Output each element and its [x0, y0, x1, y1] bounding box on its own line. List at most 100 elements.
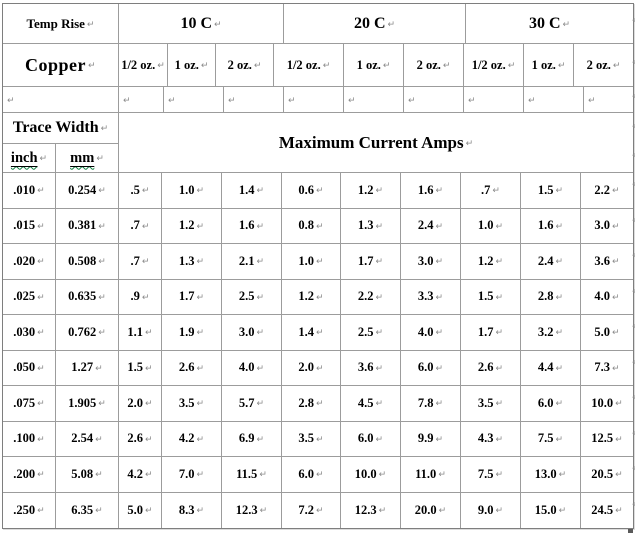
paragraph-mark-icon: ↵ — [588, 95, 596, 106]
empty-spacer-row: ↵ ↵ ↵ ↵ ↵ ↵ ↵ ↵ ↵ ↵ — [3, 87, 633, 113]
paragraph-mark-icon: ↵ — [98, 292, 106, 303]
cell-value: 12.3 — [354, 502, 377, 517]
cell-value: 1.2 — [357, 182, 374, 197]
paragraph-mark-icon: ↵ — [316, 328, 324, 339]
table-row: .025 ↵ 0.635 ↵ .9 ↵ 1.7 ↵ 2.5 ↵ 1.2 ↵ 2.2 ↵ 3.3 ↵ 1.5 ↵ 2.… — [3, 279, 633, 315]
trace-width-mm-cell: 0.635 ↵ — [56, 279, 119, 315]
trace-width-inch-cell: .100 ↵ — [3, 421, 56, 457]
current-value-cell: 3.2 ↵ — [521, 315, 581, 351]
cell-value: 5.0 — [127, 502, 144, 517]
paragraph-mark-icon: ↵ — [495, 470, 504, 481]
cell-value: 1.3 — [178, 253, 195, 268]
cell-value: 6.35 — [71, 502, 94, 517]
cell-value: 9.9 — [417, 431, 434, 446]
current-value-cell: 3.0 ↵ — [581, 208, 633, 244]
copper-col-cell: 1 oz. ↵ — [344, 44, 404, 87]
current-value-cell: 11.5 ↵ — [222, 457, 282, 493]
cell-value: 0.762 — [68, 324, 97, 339]
paragraph-mark-icon: ↵ — [288, 95, 296, 106]
cell-value: 0.254 — [68, 182, 97, 197]
paragraph-mark-icon: ↵ — [555, 434, 564, 445]
current-value-cell: 2.1 ↵ — [222, 244, 282, 280]
cell-value: 12.3 — [235, 502, 258, 517]
current-value-cell: 3.5 ↵ — [282, 421, 341, 457]
cell-value: 1.2 — [477, 253, 494, 268]
cell-value: 4.4 — [537, 360, 554, 375]
current-value-cell: 7.8 ↵ — [401, 386, 461, 422]
paragraph-mark-icon: ↵ — [145, 506, 153, 517]
paragraph-mark-icon: ↵ — [37, 328, 45, 339]
row-end-mark-icon: ↵ — [632, 151, 635, 161]
empty-cell: ↵ — [3, 87, 119, 113]
paragraph-mark-icon: ↵ — [495, 257, 504, 268]
cell-value: 6.9 — [238, 431, 255, 446]
paragraph-mark-icon: ↵ — [196, 292, 205, 303]
paragraph-mark-icon: ↵ — [495, 292, 504, 303]
paragraph-mark-icon: ↵ — [141, 292, 150, 303]
paragraph-mark-icon: ↵ — [555, 186, 564, 197]
temp-group-label: 30 C — [528, 14, 561, 32]
cell-value: 0.381 — [68, 218, 97, 233]
row-end-mark-icon: ↵ — [632, 16, 635, 26]
paragraph-mark-icon: ↵ — [375, 186, 384, 197]
row-end-mark-icon: ↵ — [632, 500, 635, 510]
current-value-cell: 2.8 ↵ — [282, 386, 341, 422]
cell-value: 4.3 — [477, 431, 494, 446]
paragraph-mark-icon: ↵ — [196, 221, 205, 232]
table-row: .015 ↵ 0.381 ↵ .7 ↵ 1.2 ↵ 1.6 ↵ 0.8 ↵ 1.3 ↵ 2.4 ↵ 1.0 ↵ 1.… — [3, 208, 633, 244]
cell-value: 5.08 — [71, 466, 94, 481]
trace-width-mm-cell: 0.254 ↵ — [56, 173, 119, 209]
paragraph-mark-icon: ↵ — [316, 470, 324, 481]
cell-value: 0.6 — [298, 182, 315, 197]
cell-value: 1.27 — [71, 360, 94, 375]
current-value-cell: 1.5 ↵ — [119, 350, 162, 386]
paragraph-mark-icon: ↵ — [196, 506, 205, 517]
current-value-cell: 4.4 ↵ — [521, 350, 581, 386]
trace-width-mm-cell: 0.508 ↵ — [56, 244, 119, 280]
paragraph-mark-icon: ↵ — [555, 399, 564, 410]
inch-header-cell: inch ↵ — [3, 144, 56, 173]
paragraph-mark-icon: ↵ — [95, 506, 103, 517]
paragraph-mark-icon: ↵ — [375, 292, 384, 303]
current-value-cell: 5.7 ↵ — [222, 386, 282, 422]
paragraph-mark-icon: ↵ — [612, 257, 620, 268]
table-row: .100 ↵ 2.54 ↵ 2.6 ↵ 4.2 ↵ 6.9 ↵ 3.5 ↵ 6.0 ↵ 9.9 ↵ 4.3 ↵ 7.… — [3, 421, 633, 457]
paragraph-mark-icon: ↵ — [86, 19, 95, 30]
paragraph-mark-icon: ↵ — [495, 221, 504, 232]
max-current-header-cell: Maximum Current Amps ↵ — [119, 113, 633, 173]
current-value-cell: 9.0 ↵ — [461, 492, 521, 528]
current-value-cell: 1.5 ↵ — [461, 279, 521, 315]
cell-value: 2.0 — [298, 360, 315, 375]
copper-col-cell: 2 oz. ↵ — [404, 44, 464, 87]
row-end-mark-icon: ↵ — [632, 393, 635, 403]
cell-value: .075 — [13, 395, 36, 410]
current-value-cell: 1.4 ↵ — [222, 173, 282, 209]
cell-value: 1.5 — [477, 289, 494, 304]
cell-value: 11.0 — [415, 466, 437, 481]
temp-group-label: 20 C — [353, 14, 386, 32]
paragraph-mark-icon: ↵ — [555, 221, 564, 232]
paragraph-mark-icon: ↵ — [196, 328, 205, 339]
paragraph-mark-icon: ↵ — [435, 399, 444, 410]
copper-col-label: 1/2 oz. — [286, 57, 321, 72]
paragraph-mark-icon: ↵ — [442, 61, 451, 71]
paragraph-mark-icon: ↵ — [253, 61, 262, 71]
paragraph-mark-icon: ↵ — [316, 399, 324, 410]
cell-value: .020 — [13, 253, 36, 268]
paragraph-mark-icon: ↵ — [465, 138, 474, 149]
paragraph-mark-icon: ↵ — [612, 221, 620, 232]
cell-value: 1.2 — [178, 218, 195, 233]
paragraph-mark-icon: ↵ — [37, 470, 45, 481]
paragraph-mark-icon: ↵ — [375, 257, 384, 268]
current-value-cell: 2.6 ↵ — [162, 350, 222, 386]
trace-width-inch-cell: .075 ↵ — [3, 386, 56, 422]
paragraph-mark-icon: ↵ — [141, 221, 150, 232]
table-row: .200 ↵ 5.08 ↵ 4.2 ↵ 7.0 ↵ 11.5 ↵ 6.0 ↵ 10.0 ↵ 11.0 ↵ 7.5… — [3, 457, 633, 493]
paragraph-mark-icon: ↵ — [495, 363, 504, 374]
current-value-cell: 2.5 ↵ — [341, 315, 401, 351]
current-value-cell: 3.6 ↵ — [581, 244, 633, 280]
cell-value: 7.5 — [477, 466, 494, 481]
current-value-cell: .7 ↵ — [461, 173, 521, 209]
cell-value: 11.5 — [236, 466, 258, 481]
cell-value: 1.6 — [417, 182, 434, 197]
